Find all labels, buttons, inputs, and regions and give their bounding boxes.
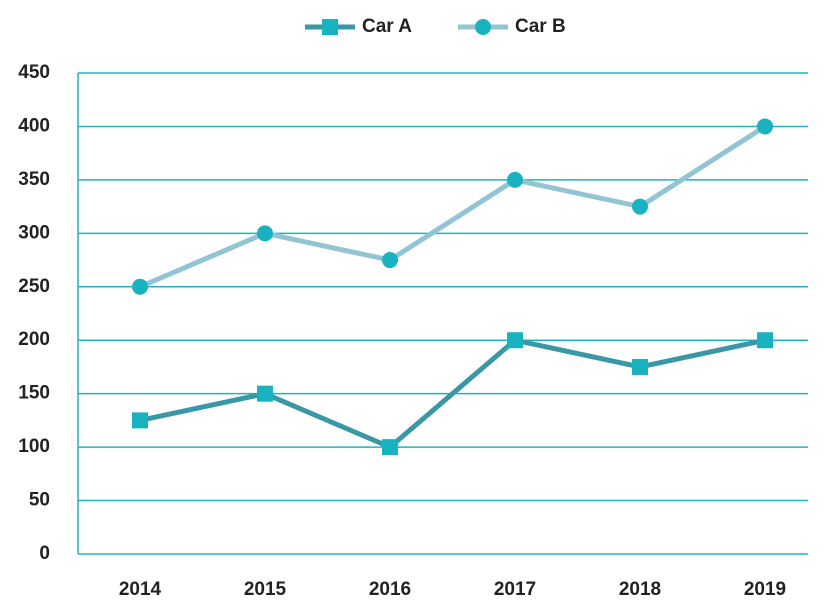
legend-marker bbox=[475, 19, 491, 35]
data-point bbox=[382, 439, 398, 456]
legend-marker bbox=[322, 19, 338, 35]
data-point bbox=[757, 332, 773, 349]
data-point bbox=[632, 198, 648, 215]
data-point bbox=[507, 171, 523, 188]
data-point bbox=[132, 412, 148, 429]
legend-label: Car B bbox=[515, 16, 566, 37]
y-tick-label: 450 bbox=[18, 62, 50, 83]
y-tick-label: 250 bbox=[18, 276, 50, 297]
series-line bbox=[139, 337, 766, 450]
data-point bbox=[632, 358, 648, 375]
y-tick-label: 100 bbox=[18, 436, 50, 457]
x-tick-label: 2017 bbox=[494, 579, 536, 600]
data-point bbox=[757, 118, 773, 135]
x-tick-label: 2018 bbox=[619, 579, 661, 600]
x-tick-label: 2019 bbox=[744, 579, 786, 600]
x-tick-label: 2016 bbox=[369, 579, 411, 600]
series-line bbox=[139, 124, 767, 290]
data-point bbox=[257, 225, 273, 242]
x-tick-label: 2014 bbox=[119, 579, 162, 600]
data-point bbox=[132, 278, 148, 295]
y-tick-label: 150 bbox=[18, 383, 50, 404]
y-tick-label: 300 bbox=[18, 222, 50, 243]
y-tick-label: 350 bbox=[18, 169, 50, 190]
y-tick-label: 200 bbox=[18, 329, 50, 350]
y-tick-label: 0 bbox=[39, 543, 50, 564]
data-point bbox=[257, 385, 273, 402]
y-tick-label: 50 bbox=[29, 490, 50, 511]
x-tick-label: 2015 bbox=[244, 579, 287, 600]
data-point bbox=[507, 332, 523, 349]
legend-label: Car A bbox=[362, 16, 412, 37]
data-point bbox=[382, 252, 398, 269]
y-tick-label: 400 bbox=[18, 115, 50, 136]
